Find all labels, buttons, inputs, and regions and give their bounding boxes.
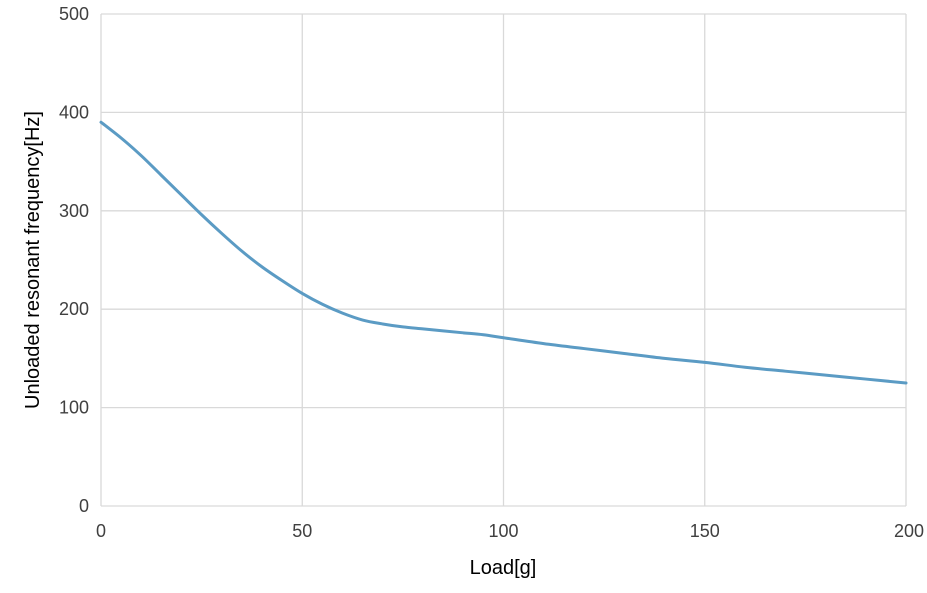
- y-tick-label: 400: [59, 102, 89, 122]
- gridlines: [100, 13, 907, 507]
- y-tick-label: 100: [59, 398, 89, 418]
- y-axis-title: Unloaded resonant frequency[Hz]: [22, 111, 44, 409]
- series-layer: [99, 120, 908, 385]
- series-line: [99, 120, 908, 385]
- y-tick-label: 300: [59, 201, 89, 221]
- x-tick-label: 200: [894, 521, 924, 541]
- y-tick-label: 200: [59, 299, 89, 319]
- y-tick-label: 0: [79, 496, 89, 516]
- x-tick-label: 150: [690, 521, 720, 541]
- tick-labels: 0 100 200 300 400 500 0 50 100 150 200: [59, 4, 924, 541]
- y-tick-label: 500: [59, 4, 89, 24]
- x-axis-title: Load[g]: [470, 557, 537, 579]
- x-tick-label: 0: [96, 521, 106, 541]
- x-tick-label: 100: [488, 521, 518, 541]
- x-tick-label: 50: [292, 521, 312, 541]
